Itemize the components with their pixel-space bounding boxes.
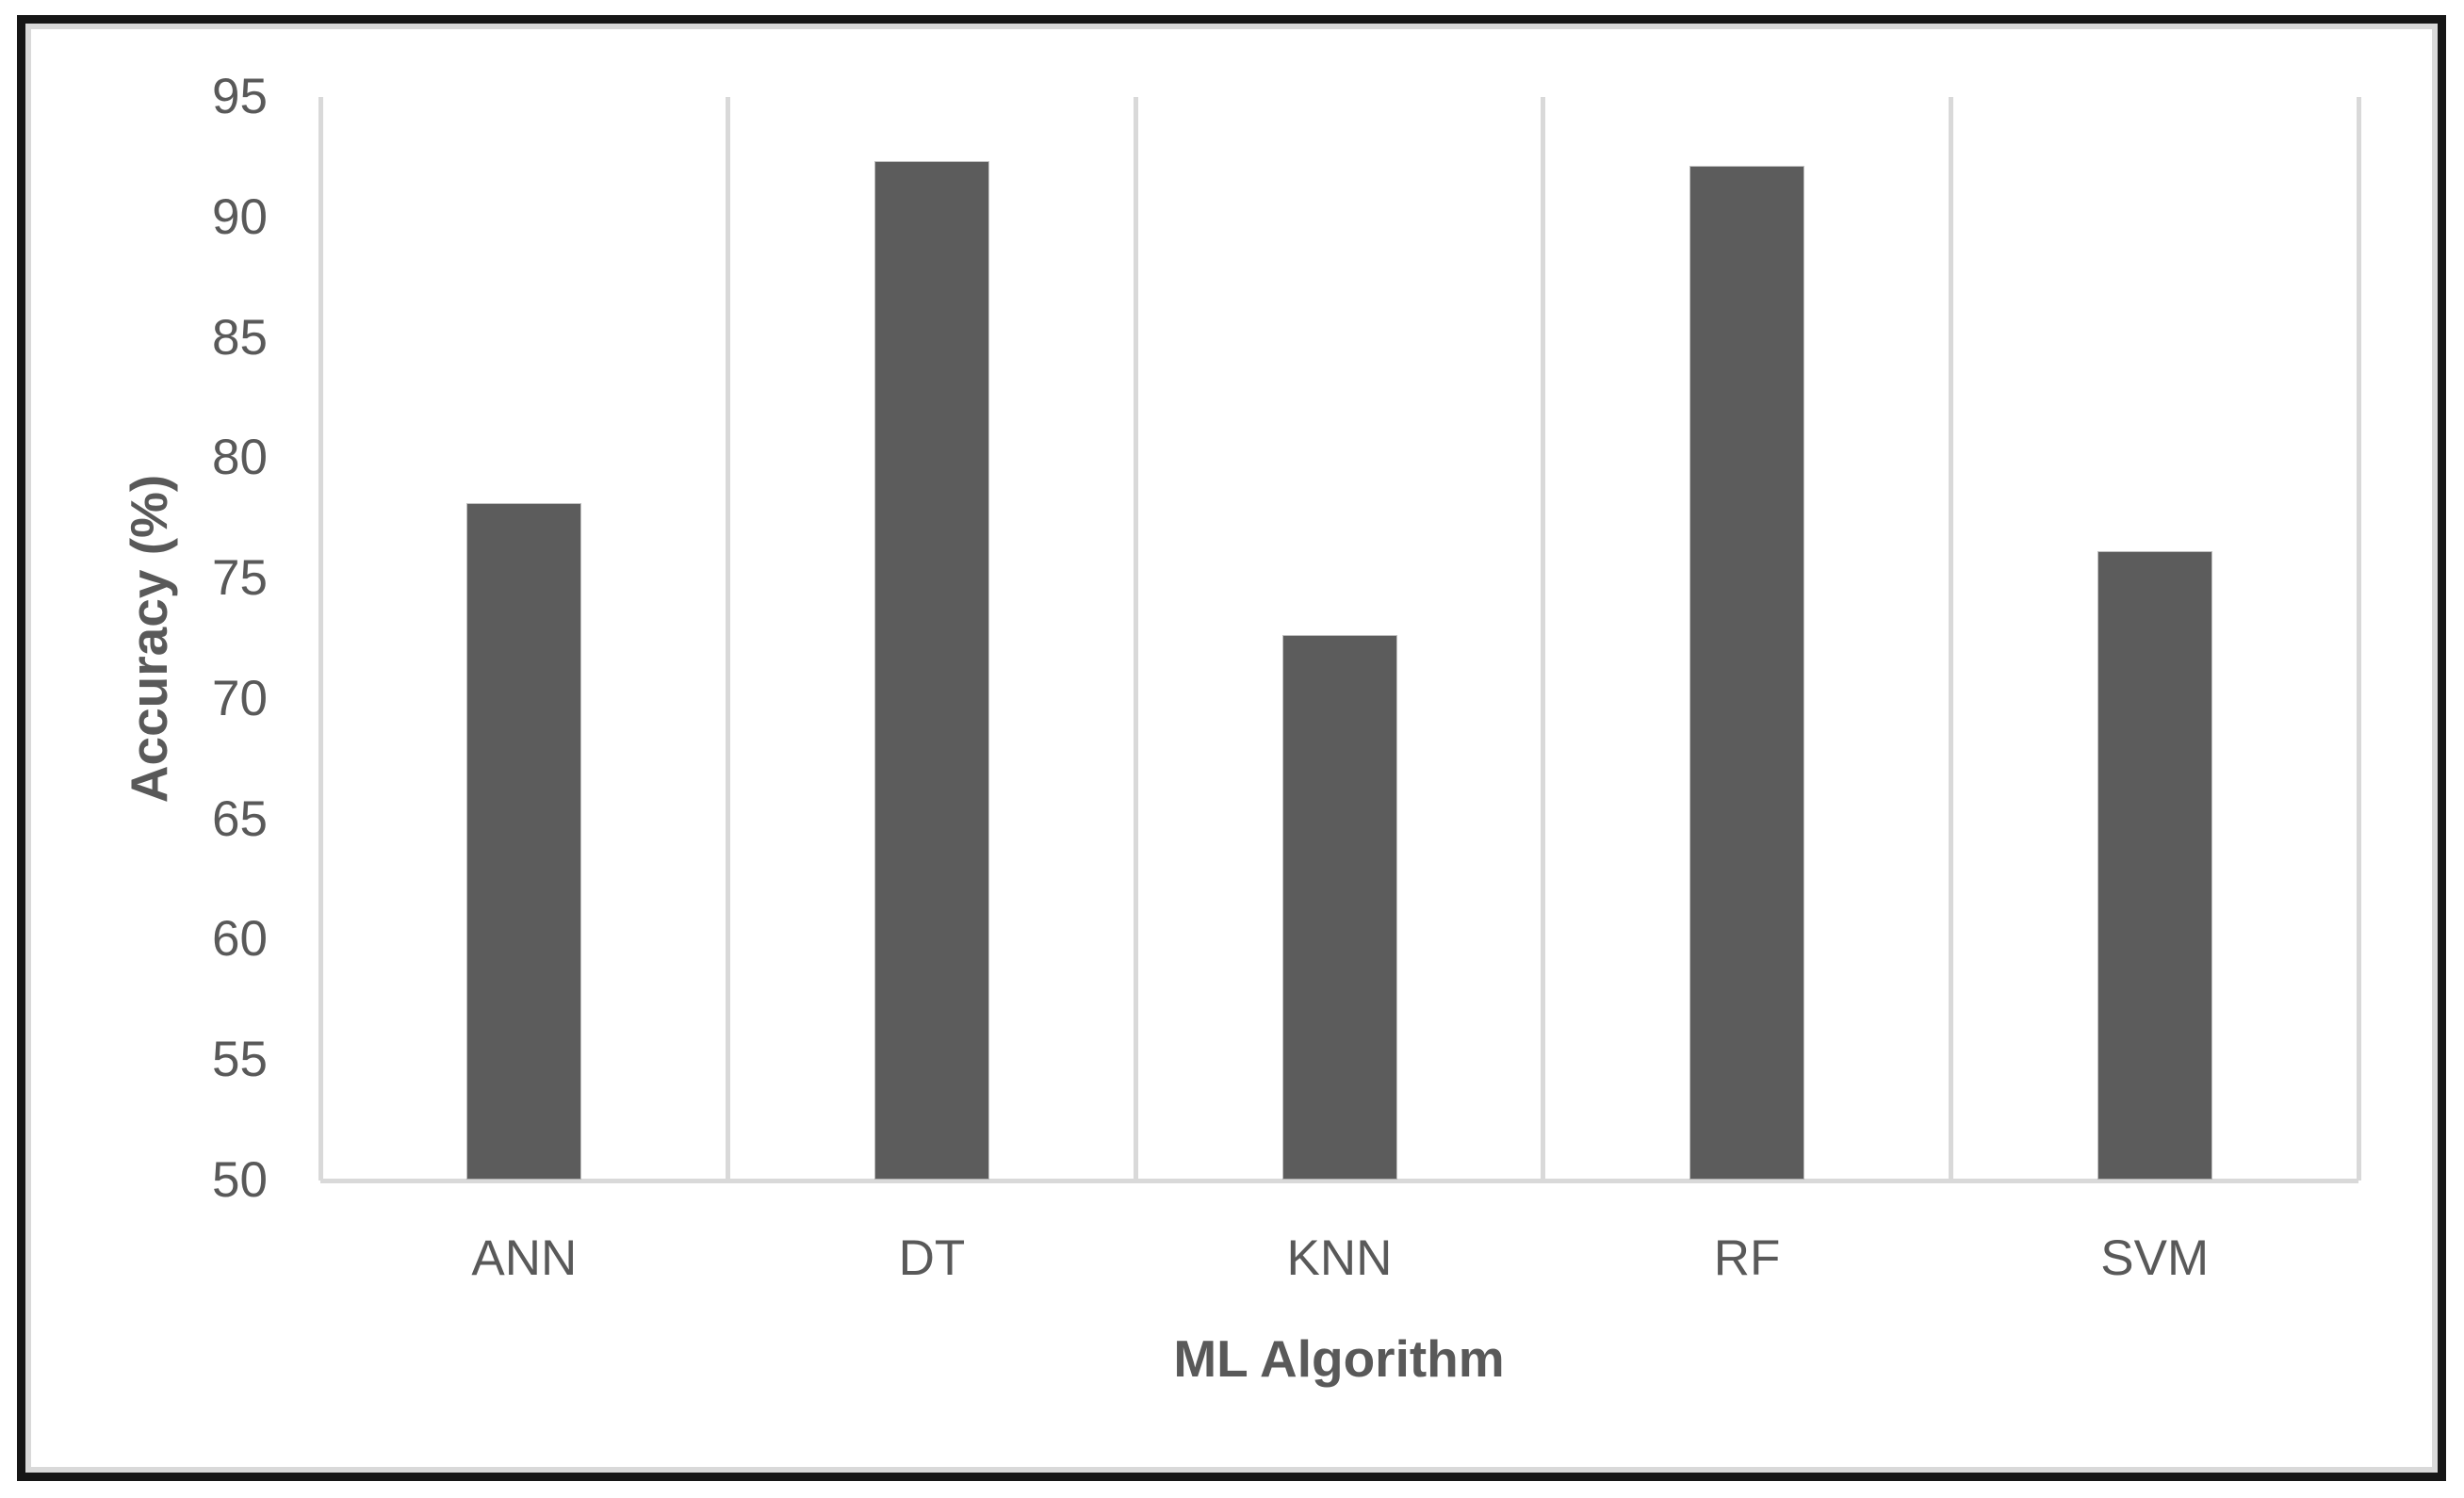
figure-frame-border xyxy=(17,15,2446,1481)
x-tick-label-dt: DT xyxy=(898,1230,966,1286)
y-tick-label-75: 75 xyxy=(212,550,268,607)
y-tick-label-65: 65 xyxy=(212,790,268,847)
y-tick-label-55: 55 xyxy=(212,1032,268,1088)
y-tick-label-85: 85 xyxy=(212,309,268,366)
y-tick-label-70: 70 xyxy=(212,670,268,726)
y-axis-title: Accuracy (%) xyxy=(120,474,178,804)
y-tick-label-90: 90 xyxy=(212,188,268,245)
y-tick-label-60: 60 xyxy=(212,911,268,968)
y-tick-label-95: 95 xyxy=(212,69,268,124)
bar-ann xyxy=(467,503,581,1179)
y-tick-label-50: 50 xyxy=(212,1152,268,1208)
x-axis-line xyxy=(320,1178,2358,1183)
category-separator-gridline xyxy=(2356,97,2361,1180)
x-tick-label-ann: ANN xyxy=(471,1230,578,1286)
category-separator-gridline xyxy=(1541,97,1546,1180)
category-separator-gridline xyxy=(1133,97,1138,1180)
category-separator-gridline xyxy=(726,97,731,1180)
x-tick-label-svm: SVM xyxy=(2100,1230,2210,1286)
bar-rf xyxy=(1690,167,1804,1179)
bar-svm xyxy=(2097,552,2211,1179)
bar-knn xyxy=(1282,636,1396,1179)
y-axis-line xyxy=(318,97,323,1180)
x-axis-title: ML Algorithm xyxy=(1173,1329,1505,1388)
x-tick-label-knn: KNN xyxy=(1286,1230,1393,1286)
bar-dt xyxy=(874,162,988,1179)
category-separator-gridline xyxy=(1948,97,1953,1180)
x-tick-label-rf: RF xyxy=(1713,1230,1781,1286)
y-tick-label-80: 80 xyxy=(212,430,268,486)
